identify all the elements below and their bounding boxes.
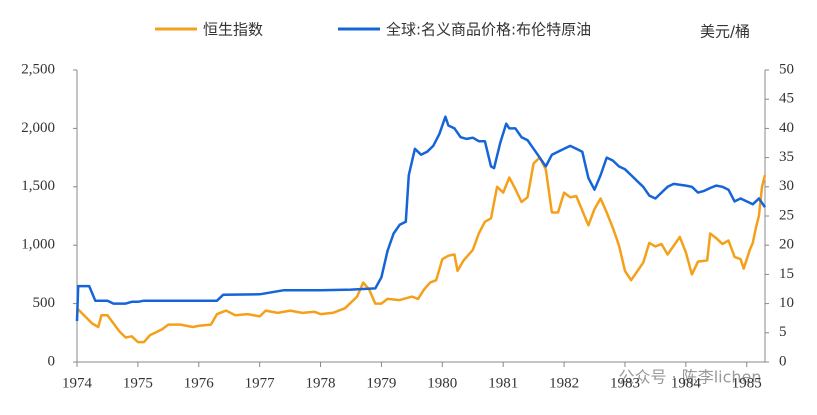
series-line bbox=[76, 156, 767, 344]
y2-tick-label: 25 bbox=[779, 207, 794, 223]
x-tick-label: 1981 bbox=[488, 375, 518, 391]
x-tick-label: 1976 bbox=[184, 375, 215, 391]
y-tick-label: 0 bbox=[48, 353, 56, 369]
x-tick-label: 1984 bbox=[671, 375, 702, 391]
legend-label: 全球:名义商品价格:布伦特原油 bbox=[386, 21, 591, 39]
x-tick-label: 1983 bbox=[610, 375, 640, 391]
y2-tick-label: 20 bbox=[779, 237, 794, 253]
y2-tick-label: 45 bbox=[779, 91, 794, 107]
y-tick-label: 1,500 bbox=[21, 178, 55, 194]
x-tick-label: 1974 bbox=[62, 375, 93, 391]
y2-tick-label: 40 bbox=[779, 120, 794, 136]
x-tick-label: 1977 bbox=[245, 375, 276, 391]
legend-label: 恒生指数 bbox=[203, 21, 263, 39]
y2-tick-label: 0 bbox=[779, 353, 787, 369]
x-tick-label: 1985 bbox=[732, 375, 762, 391]
watermark: 公众号 · 陈李lichen bbox=[618, 368, 761, 387]
y2-tick-label: 30 bbox=[779, 178, 794, 194]
x-tick-label: 1979 bbox=[366, 375, 396, 391]
x-tick-label: 1980 bbox=[427, 375, 457, 391]
x-tick-label: 1982 bbox=[549, 375, 579, 391]
y-tick-label: 500 bbox=[33, 295, 56, 311]
series-line bbox=[75, 115, 767, 322]
y2-tick-label: 15 bbox=[779, 266, 794, 282]
y2-axis-label: 美元/桶 bbox=[700, 23, 750, 41]
y-tick-label: 2,500 bbox=[21, 61, 55, 77]
x-tick-label: 1978 bbox=[306, 375, 336, 391]
y-tick-label: 1,000 bbox=[21, 237, 55, 253]
y2-tick-label: 5 bbox=[779, 324, 787, 340]
y2-tick-label: 35 bbox=[779, 149, 794, 165]
y2-tick-label: 10 bbox=[779, 295, 794, 311]
x-tick-label: 1975 bbox=[123, 375, 153, 391]
y-tick-label: 2,000 bbox=[21, 120, 55, 136]
y2-tick-label: 50 bbox=[779, 61, 794, 77]
